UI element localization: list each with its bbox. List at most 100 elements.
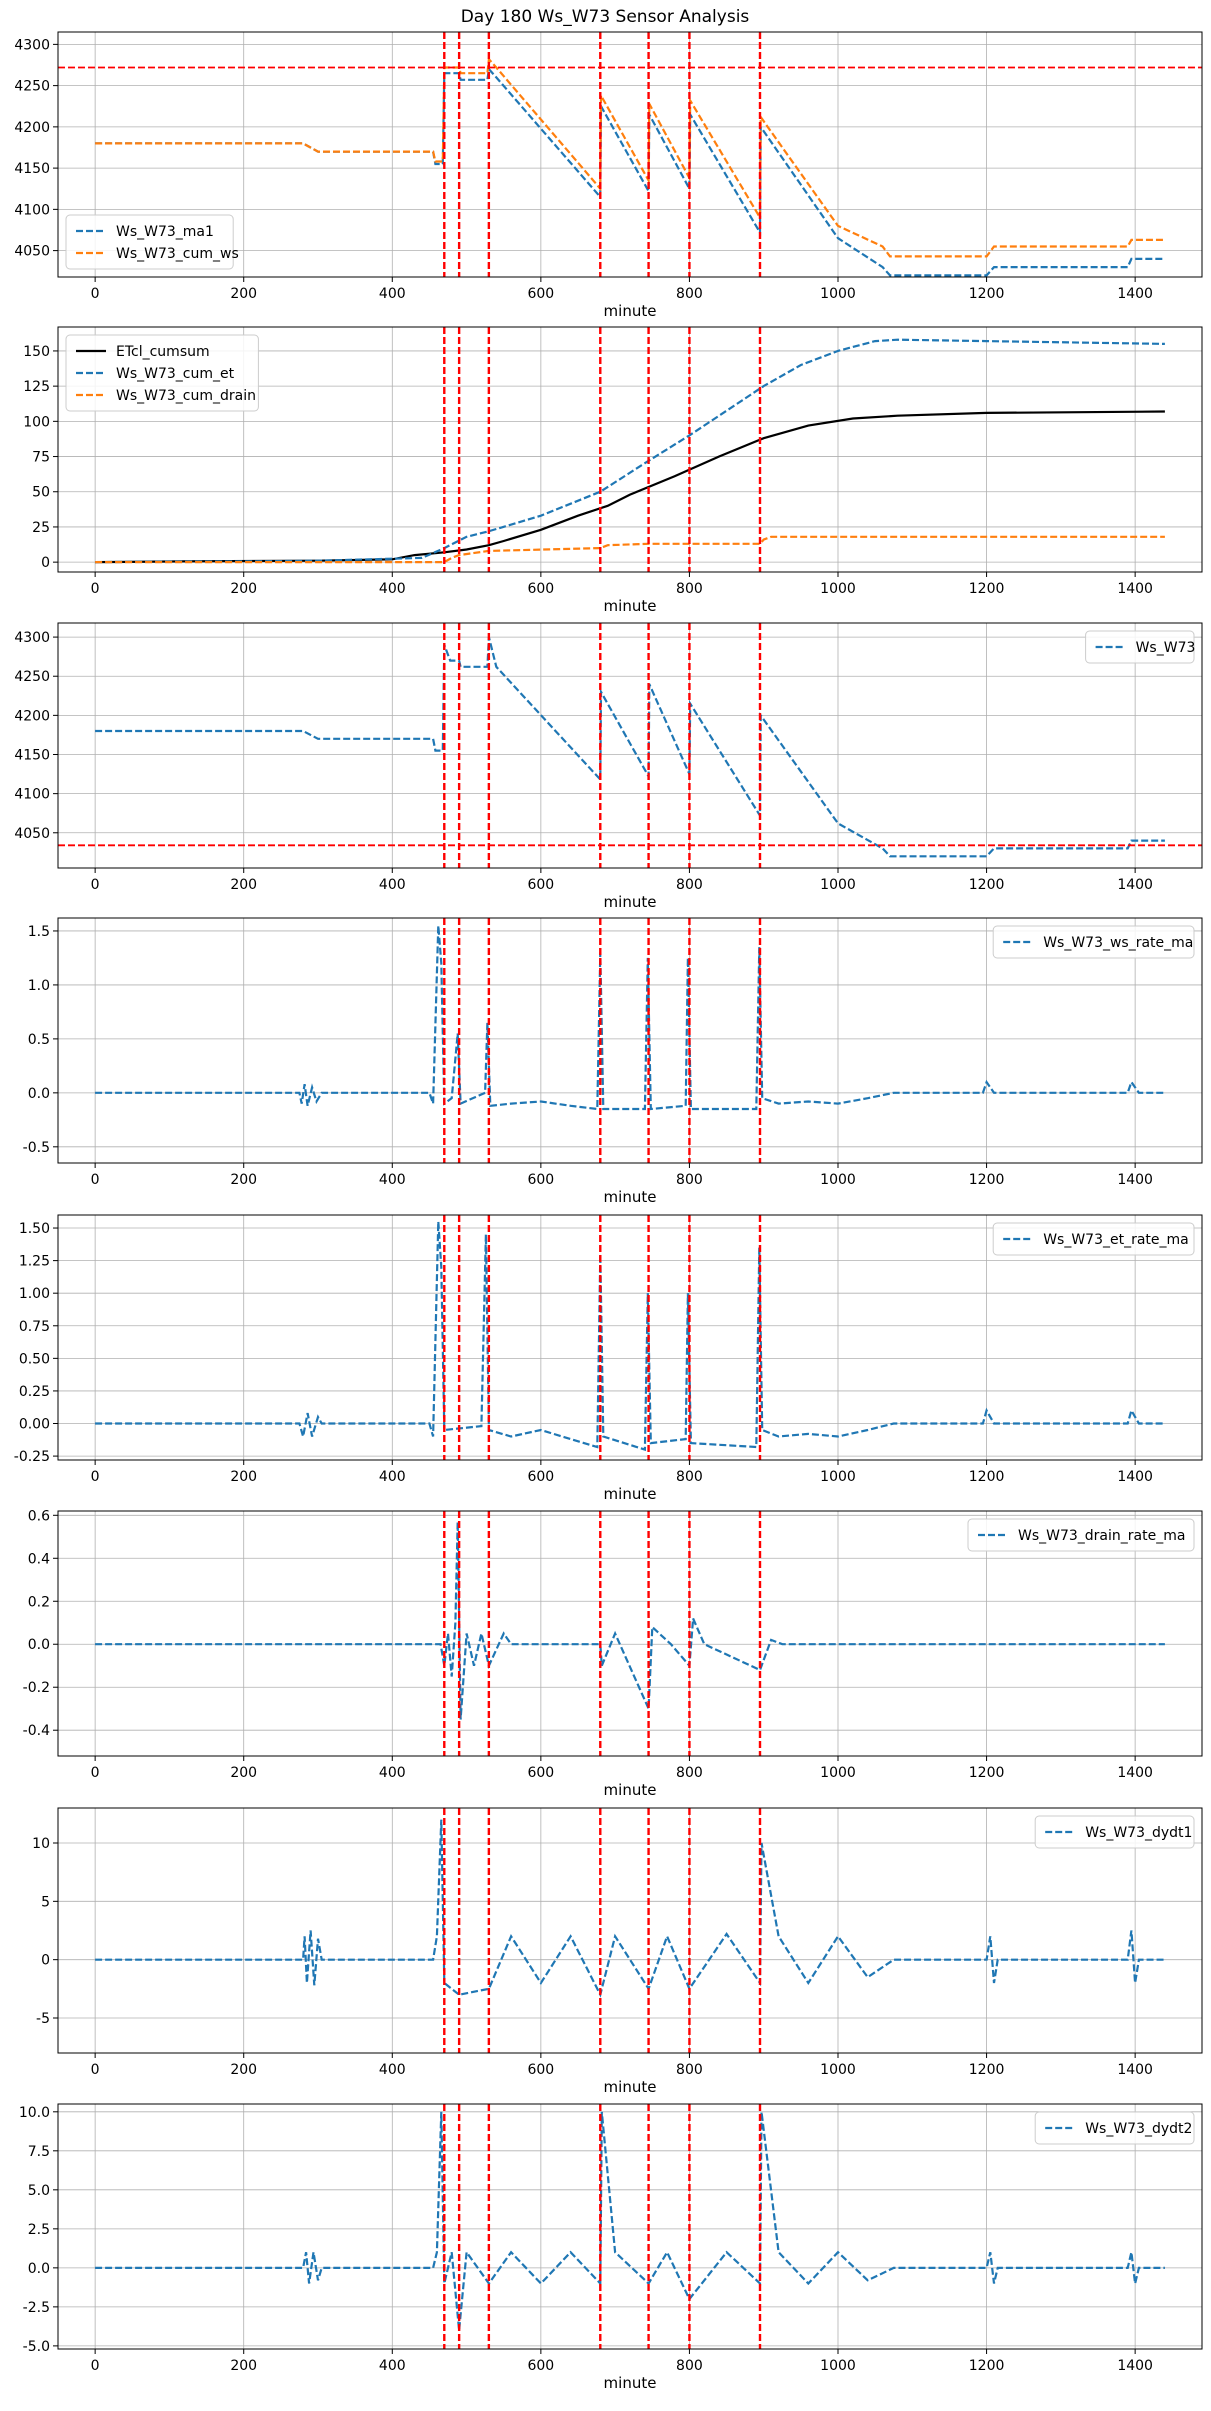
y-tick-label: -0.5 (23, 1140, 50, 1156)
y-tick-label: 4200 (14, 120, 50, 136)
x-axis-label: minute (604, 1781, 657, 1799)
series-Ws_W73_et_rate_ma (95, 1221, 1165, 1452)
plot-area (95, 1808, 1165, 2053)
y-tick-label: 0.2 (28, 1594, 50, 1610)
axes-frame (57, 31, 1203, 278)
x-tick-label: 600 (527, 1172, 554, 1188)
y-tick-label: 4050 (14, 244, 50, 260)
x-tick-label: 600 (527, 286, 554, 302)
x-tick-label: 0 (91, 1469, 100, 1485)
x-tick-label: 1400 (1117, 2062, 1153, 2078)
legend-box (65, 214, 234, 270)
x-tick-label: 800 (676, 1765, 703, 1781)
axes-frame (57, 1510, 1203, 1757)
x-tick-label: 1000 (820, 877, 856, 893)
y-tick-label: 4200 (14, 708, 50, 724)
x-tick-label: 1000 (820, 1765, 856, 1781)
x-tick-label: 200 (230, 1469, 257, 1485)
x-axis-label: minute (604, 302, 657, 320)
y-tick-label: 0 (41, 1953, 50, 1969)
x-axis-label: minute (604, 2078, 657, 2096)
y-tick-label: 0.0 (28, 1086, 50, 1102)
x-tick-label: 800 (676, 877, 703, 893)
axes-frame (57, 326, 1203, 573)
y-tick-label: 0.0 (28, 2261, 50, 2277)
legend-box (1034, 1815, 1195, 1849)
y-tick-label: 0.4 (28, 1551, 50, 1567)
legend-box (1085, 630, 1195, 664)
series-Ws_W73_ws_rate_ma (95, 925, 1165, 1111)
y-tick-label: 7.5 (28, 2144, 50, 2160)
y-tick-label: 4250 (14, 669, 50, 685)
legend: Ws_W73_dydt1 (1034, 1815, 1195, 1849)
series-ETcl_cumsum (95, 410, 1165, 564)
subplot-3: 0 200 400 600 800 1000 1200 1400 4050 4100 4150 420… (14, 622, 1203, 911)
x-tick-label: 200 (230, 286, 257, 302)
y-tick-label: -0.25 (14, 1449, 50, 1465)
legend-label: Ws_W73_dydt2 (1085, 2121, 1192, 2137)
legend-box (1034, 2111, 1195, 2145)
legend: Ws_W73 (1085, 630, 1195, 664)
x-tick-label: 400 (379, 2358, 406, 2374)
y-tick-label: 5 (41, 1894, 50, 1910)
x-tick-label: 0 (91, 2358, 100, 2374)
axes-frame (57, 1807, 1203, 2054)
x-tick-label: 600 (527, 1765, 554, 1781)
x-axis-label: minute (604, 597, 657, 615)
y-tick-label: 4150 (14, 161, 50, 177)
y-tick-label: 4150 (14, 748, 50, 764)
y-tick-label: 5.0 (28, 2183, 50, 2199)
subplot-6: 0 200 400 600 800 1000 1200 1400 -0.4 -0.2 0.0 0.2 0… (23, 1508, 1203, 1799)
x-axis-label: minute (604, 2374, 657, 2392)
legend: Ws_W73_ma1 Ws_W73_cum_ws (65, 214, 239, 270)
subplot-7: 0 200 400 600 800 1000 1200 1400 -5 0 5 10 minute Ws_… (32, 1807, 1203, 2096)
x-tick-label: 1200 (969, 1469, 1005, 1485)
y-tick-label: 10 (32, 1836, 50, 1852)
legend-label: Ws_W73_ws_rate_ma (1043, 935, 1193, 951)
plot-area (95, 1215, 1165, 1460)
plot-area (95, 327, 1165, 572)
y-tick-label: 4300 (14, 630, 50, 646)
y-tick-label: 75 (32, 450, 50, 466)
axes-frame (57, 1214, 1203, 1461)
y-tick-label: 10.0 (19, 2105, 50, 2121)
x-axis-label: minute (604, 1188, 657, 1206)
y-tick-label: 0 (41, 555, 50, 571)
y-tick-label: 0.5 (28, 1032, 50, 1048)
x-tick-label: 200 (230, 1172, 257, 1188)
plot-area (95, 918, 1165, 1163)
legend-box (992, 1222, 1195, 1256)
series-Ws_W73_ma1 (95, 66, 1165, 277)
x-tick-label: 800 (676, 1469, 703, 1485)
x-tick-label: 800 (676, 581, 703, 597)
x-tick-label: 800 (676, 2062, 703, 2078)
x-tick-label: 1400 (1117, 1172, 1153, 1188)
figure-title: Day 180 Ws_W73 Sensor Analysis (461, 7, 750, 27)
x-tick-label: 1400 (1117, 1469, 1153, 1485)
plot-area (95, 1511, 1165, 1756)
x-tick-label: 1000 (820, 2358, 856, 2374)
x-tick-label: 1400 (1117, 877, 1153, 893)
plot-area (58, 623, 1202, 868)
y-tick-label: 0.75 (19, 1319, 50, 1335)
x-tick-label: 400 (379, 877, 406, 893)
x-tick-label: 200 (230, 1765, 257, 1781)
subplot-2: 0 200 400 600 800 1000 1200 1400 0 25 50 75 100 125 15… (23, 326, 1203, 615)
subplot-5: 0 200 400 600 800 1000 1200 1400 -0.25 0.00 0.25 0.… (14, 1214, 1203, 1503)
series-Ws_W73_dydt1 (95, 1819, 1165, 1998)
x-tick-label: 1000 (820, 286, 856, 302)
series-Ws_W73_cum_ws (95, 56, 1165, 258)
x-tick-label: 400 (379, 1172, 406, 1188)
x-axis-label: minute (604, 1485, 657, 1503)
x-tick-label: 800 (676, 286, 703, 302)
legend-label: ETcl_cumsum (116, 344, 210, 360)
legend-label: Ws_W73_et_rate_ma (1043, 1232, 1189, 1248)
axes-frame (57, 2103, 1203, 2350)
y-tick-label: 4100 (14, 787, 50, 803)
legend-label: Ws_W73_cum_drain (116, 388, 256, 404)
y-tick-label: -2.5 (23, 2300, 50, 2316)
legend-label: Ws_W73_ma1 (116, 224, 214, 240)
y-tick-label: 25 (32, 520, 50, 536)
axes-frame (57, 622, 1203, 869)
y-tick-label: -5.0 (23, 2339, 50, 2355)
